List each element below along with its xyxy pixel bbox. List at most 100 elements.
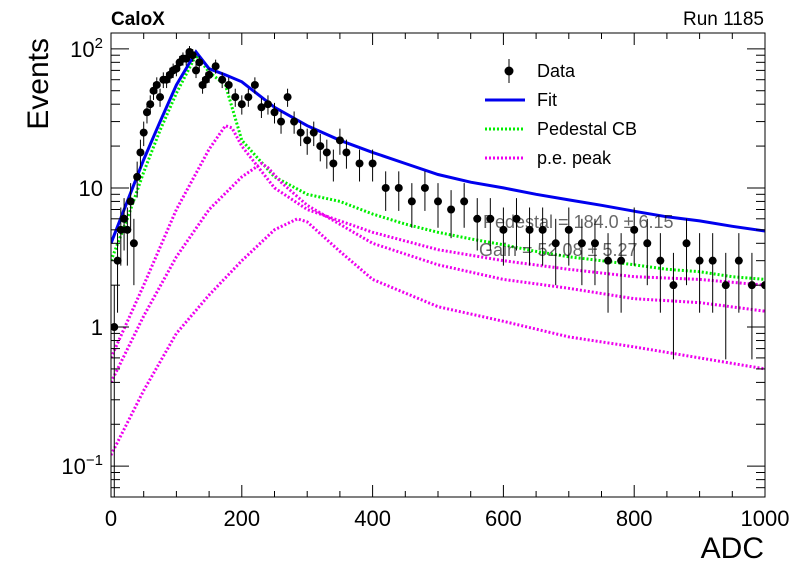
y-axis-title: Events (22, 38, 55, 130)
data-marker (420, 183, 429, 192)
data-point (669, 252, 678, 360)
series-line-p-e-peak (111, 161, 765, 384)
data-point (195, 55, 204, 70)
data-point (394, 171, 403, 211)
y-tick-label: 10 (79, 176, 103, 201)
experiment-label: CaloX (111, 9, 165, 30)
data-marker (303, 136, 312, 145)
data-point (734, 233, 743, 313)
data-marker (577, 239, 586, 248)
data-point (447, 190, 456, 239)
data-marker (146, 100, 155, 109)
data-marker (195, 58, 204, 67)
data-point (682, 218, 691, 286)
data-point (205, 67, 214, 83)
data-marker (630, 225, 639, 234)
data-marker (669, 281, 678, 290)
data-marker (564, 225, 573, 234)
data-point (525, 207, 534, 266)
data-marker (747, 281, 756, 290)
data-point (129, 218, 138, 286)
data-marker (473, 214, 482, 223)
data-points (111, 46, 765, 497)
data-point (538, 207, 547, 266)
x-tick-label: 800 (616, 506, 653, 531)
data-marker (682, 239, 691, 248)
data-marker (643, 239, 652, 248)
data-marker (342, 148, 351, 157)
data-point (123, 207, 132, 266)
y-tick-label: 102 (70, 35, 103, 62)
data-point (643, 218, 652, 286)
data-marker (250, 80, 259, 89)
data-marker (329, 159, 338, 168)
x-tick-label: 1000 (741, 506, 790, 531)
data-point (721, 252, 730, 360)
data-point (499, 207, 508, 266)
data-marker (290, 117, 299, 126)
data-point (126, 183, 135, 228)
data-marker (708, 256, 717, 265)
fit-gain-text: Gain = 52.08 ± 5.27 (479, 240, 638, 260)
data-point (133, 161, 142, 198)
fit-curves (111, 49, 765, 456)
data-point (270, 102, 279, 124)
data-point (188, 49, 197, 62)
x-tick-label: 200 (223, 506, 260, 531)
legend-marker (504, 66, 514, 76)
legend-label: Pedestal CB (537, 119, 637, 139)
data-marker (447, 205, 456, 214)
data-point (211, 59, 220, 74)
data-marker (257, 103, 266, 112)
x-tick-label: 600 (485, 506, 522, 531)
data-marker (368, 159, 377, 168)
data-point (486, 198, 495, 251)
data-point (257, 98, 266, 118)
data-marker (512, 214, 521, 223)
data-point (617, 233, 626, 313)
data-marker (244, 93, 253, 102)
data-point (303, 128, 312, 155)
legend-label: Data (537, 61, 576, 81)
data-point (309, 121, 318, 147)
data-marker (126, 197, 135, 206)
data-marker (335, 136, 344, 145)
data-marker (316, 142, 325, 151)
legend-label: Fit (537, 90, 557, 110)
y-tick-label: 1 (91, 315, 103, 340)
fit-pedestal-text: Pedestal = 184.0 ± 6.15 (483, 212, 674, 232)
data-point (231, 88, 240, 107)
data-point (368, 149, 377, 182)
legend-item-data: Data (504, 59, 576, 83)
data-point (590, 218, 599, 286)
x-axis-ticks: 0 200 400 600 800 1000 (105, 33, 790, 531)
data-point (695, 233, 704, 313)
data-marker (224, 80, 233, 89)
data-point (250, 77, 259, 94)
data-point (551, 218, 560, 286)
data-marker (237, 100, 246, 109)
data-marker (604, 256, 613, 265)
series-line-p-e-peak (111, 217, 765, 456)
series-line-pedestal-cb (111, 52, 765, 281)
series-line-p-e-peak (111, 123, 765, 359)
data-point (512, 198, 521, 251)
data-point (146, 95, 155, 115)
data-marker (205, 70, 214, 79)
data-marker (695, 256, 704, 265)
data-point (381, 171, 390, 211)
data-marker (283, 93, 292, 102)
data-marker (460, 197, 469, 206)
data-point (237, 95, 246, 115)
data-marker (172, 64, 181, 73)
data-marker (120, 214, 129, 223)
data-point (316, 133, 325, 162)
x-tick-label: 400 (354, 506, 391, 531)
data-marker (182, 54, 191, 63)
data-marker (590, 239, 599, 248)
data-marker (551, 239, 560, 248)
data-marker (296, 128, 305, 137)
legend-item-fit: Fit (485, 90, 557, 110)
data-marker (142, 108, 151, 117)
data-point (139, 121, 148, 147)
